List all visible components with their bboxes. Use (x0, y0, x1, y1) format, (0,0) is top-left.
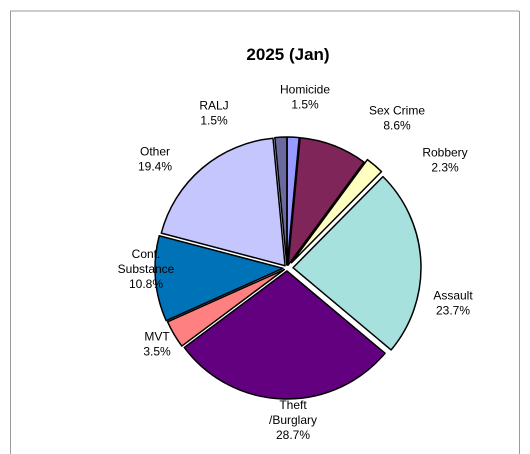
slice-labels: Homicide 1.5% Sex Crime 8.6%Robbery 2.3%Assa… (118, 83, 474, 443)
slice-percent: 1.5% (200, 114, 228, 128)
slice-label: MVT 3.5% (143, 330, 171, 359)
slice-label: Sex Crime 8.6% (369, 104, 425, 133)
slice-percent: 1.5% (291, 98, 319, 112)
chart-title: 2025 (Jan) (246, 45, 329, 64)
slice-name: /Burglary (269, 413, 317, 427)
slice-name: Theft (279, 398, 307, 412)
slice-label: RALJ 1.5% (199, 99, 228, 128)
pie-slice-ralj (274, 136, 288, 266)
pie-slice-theft-burglary (183, 270, 386, 400)
slice-percent: 28.7% (276, 428, 310, 442)
slice-name: RALJ (199, 99, 228, 113)
slices (154, 136, 422, 400)
slice-name: Sex Crime (369, 104, 425, 118)
slice-name: MVT (144, 330, 170, 344)
pie-slice-other (160, 137, 286, 267)
slice-percent: 19.4% (138, 160, 172, 174)
slice-label: Theft/Burglary 28.7% (269, 398, 317, 442)
slice-label: Homicide 1.5% (280, 83, 330, 112)
slice-name: Homicide (280, 83, 330, 97)
slice-percent: 23.7% (436, 304, 470, 318)
pie-slice-assault (292, 175, 422, 351)
slice-name: Robbery (422, 146, 467, 160)
pie-slice-sex-crime (287, 137, 365, 266)
slice-name: Assault (433, 289, 473, 303)
slice-label: Cont. Substance 10.8% (118, 247, 175, 291)
pie-slice-robbery (290, 158, 383, 264)
slice-percent: 3.5% (143, 345, 171, 359)
slice-percent: 2.3% (431, 161, 459, 175)
slice-percent: 8.6% (383, 119, 411, 133)
slice-percent: 10.8% (129, 277, 163, 291)
slice-label: Robbery 2.3% (422, 146, 467, 175)
pie-slice-mvt (166, 268, 286, 347)
slice-name: Cont. (132, 247, 161, 261)
pie-slice-cont-substance (154, 234, 284, 322)
slice-name: Other (140, 145, 170, 159)
slice-label: Assault 23.7% (433, 289, 473, 318)
slice-label: Other 19.4% (138, 145, 172, 174)
slice-name: Substance (118, 262, 175, 276)
